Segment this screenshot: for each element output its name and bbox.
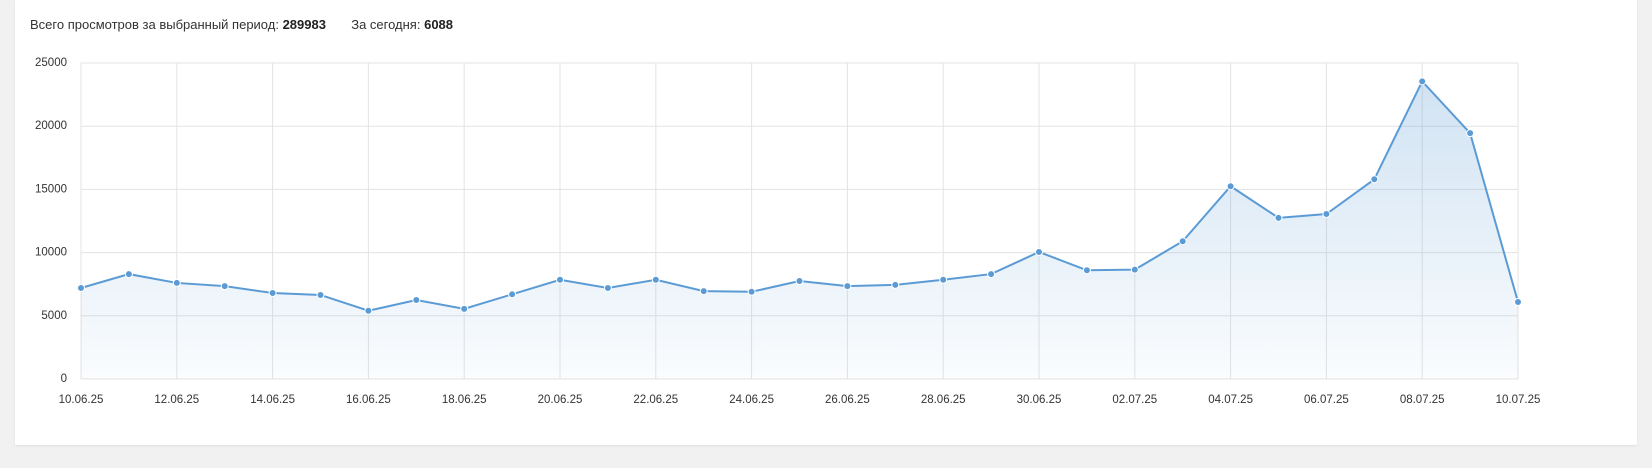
point — [1466, 129, 1475, 138]
x-tick-label: 08.07.25 — [1400, 394, 1445, 406]
point — [987, 270, 996, 279]
point — [603, 283, 612, 292]
point — [651, 275, 660, 284]
point — [1082, 266, 1091, 275]
today-label: За сегодня: — [351, 17, 421, 32]
point — [699, 287, 708, 296]
point — [1035, 247, 1043, 256]
x-tick-label: 28.06.25 — [921, 394, 966, 406]
total-value: 289983 — [282, 17, 326, 32]
point — [795, 277, 804, 286]
point — [843, 282, 852, 291]
x-tick-label: 20.06.25 — [538, 394, 583, 406]
point — [124, 270, 133, 279]
x-tick-label: 10.07.25 — [1496, 394, 1541, 406]
point — [220, 282, 229, 291]
total-label: Всего просмотров за выбранный период: — [30, 17, 279, 32]
x-tick-label: 14.06.25 — [250, 394, 295, 406]
x-tick-label: 30.06.25 — [1017, 394, 1062, 406]
x-tick-label: 26.06.25 — [825, 394, 870, 406]
x-tick-label: 04.07.25 — [1208, 394, 1253, 406]
y-tick-label: 25000 — [35, 57, 67, 69]
point — [316, 290, 325, 299]
point — [268, 289, 277, 298]
point — [891, 280, 900, 289]
x-tick-label: 18.06.25 — [442, 394, 487, 406]
point — [460, 304, 469, 313]
x-tick-label: 22.06.25 — [633, 394, 678, 406]
point — [364, 306, 373, 315]
x-tick-label: 12.06.25 — [154, 394, 199, 406]
point — [1274, 213, 1283, 222]
summary: Всего просмотров за выбранный период: 28… — [30, 17, 453, 32]
point — [1370, 175, 1379, 184]
y-tick-label: 15000 — [35, 183, 67, 195]
point — [1514, 298, 1522, 307]
point — [172, 278, 181, 287]
point — [1130, 265, 1139, 274]
x-tick-label: 16.06.25 — [346, 394, 391, 406]
y-tick-label: 0 — [61, 373, 67, 385]
point — [556, 275, 564, 284]
y-tick-label: 5000 — [41, 310, 67, 322]
x-tick-label: 10.06.25 — [59, 394, 104, 406]
point — [1322, 210, 1331, 219]
point — [77, 283, 85, 292]
point — [1226, 182, 1235, 191]
point — [1418, 77, 1427, 86]
y-tick-label: 20000 — [35, 120, 67, 132]
point — [939, 275, 948, 284]
point — [412, 296, 421, 304]
y-tick-label: 10000 — [35, 247, 67, 259]
x-tick-label: 02.07.25 — [1112, 394, 1157, 406]
x-tick-label: 06.07.25 — [1304, 394, 1349, 406]
point — [508, 290, 517, 299]
point — [1178, 237, 1187, 246]
point — [747, 287, 756, 296]
today-value: 6088 — [424, 17, 454, 32]
x-tick-label: 24.06.25 — [729, 394, 774, 406]
